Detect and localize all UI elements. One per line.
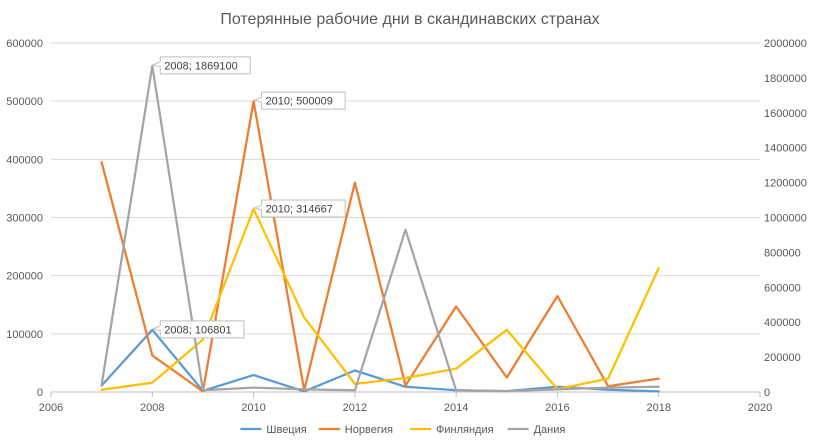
- y2-tick-label: 2000000: [764, 38, 807, 50]
- legend-item-2: Норвегия: [318, 424, 393, 436]
- legend-item-3: Финляндия: [410, 424, 494, 436]
- x-tick-label: 2010: [241, 402, 265, 414]
- legend: Швеция Норвегия Финляндия Дания: [240, 424, 565, 436]
- data-label: 2008; 1869100: [151, 56, 251, 75]
- data-label: 2010; 500009: [253, 91, 346, 110]
- y-tick-label: 100000: [6, 329, 43, 341]
- legend-label: Швеция: [266, 424, 306, 436]
- x-tick-label: 2008: [140, 402, 164, 414]
- y-tick-label: 300000: [6, 213, 43, 225]
- legend-item-1: Швеция: [240, 424, 307, 436]
- data-labels: 2008; 1869100 2010; 500009 2010; 314667 200…: [151, 56, 346, 339]
- axes: 0 100000 200000 300000 400000 500000 600000 0 20…: [6, 38, 807, 414]
- y2-tick-label: 800000: [764, 247, 801, 259]
- y2-tick-label: 1200000: [764, 178, 807, 190]
- y2-tick-label: 1000000: [764, 213, 807, 225]
- y2-tick-label: 200000: [764, 352, 801, 364]
- plot-area: [100, 64, 660, 393]
- x-tick-label: 2006: [39, 402, 63, 414]
- y2-tick-label: 1600000: [764, 108, 807, 120]
- svg-text:2008; 106801: 2008; 106801: [164, 324, 231, 336]
- series-line-4: [100, 64, 660, 393]
- data-label: 2010; 314667: [253, 199, 346, 218]
- y-tick-label: 0: [37, 387, 43, 399]
- x-tick-label: 2012: [343, 402, 367, 414]
- y2-tick-label: 600000: [764, 282, 801, 294]
- y-tick-label: 400000: [6, 154, 43, 166]
- grid-lines: [51, 42, 760, 335]
- y2-tick-label: 1800000: [764, 73, 807, 85]
- legend-item-4: Дания: [507, 424, 566, 436]
- y2-tick-label: 400000: [764, 317, 801, 329]
- y-tick-label: 500000: [6, 96, 43, 108]
- series-line-3: [100, 207, 660, 391]
- x-tick-label: 2014: [444, 402, 468, 414]
- legend-label: Дания: [534, 424, 566, 436]
- series-line-1: [100, 328, 660, 393]
- x-tick-label: 2018: [646, 402, 670, 414]
- chart-title: Потерянные рабочие дни в скандинавских с…: [220, 11, 599, 28]
- svg-text:2010; 500009: 2010; 500009: [266, 96, 333, 108]
- legend-label: Финляндия: [436, 424, 494, 436]
- legend-label: Норвегия: [345, 424, 393, 436]
- svg-text:2010; 314667: 2010; 314667: [266, 203, 333, 215]
- svg-text:2008; 1869100: 2008; 1869100: [164, 60, 237, 72]
- y-tick-label: 200000: [6, 271, 43, 283]
- x-tick-label: 2016: [545, 402, 569, 414]
- series-line-2: [100, 100, 660, 393]
- x-tick-label: 2020: [748, 402, 772, 414]
- data-label: 2008; 106801: [151, 320, 245, 339]
- y-tick-label: 600000: [6, 38, 43, 50]
- y2-tick-label: 1400000: [764, 143, 807, 155]
- y2-tick-label: 0: [764, 387, 770, 399]
